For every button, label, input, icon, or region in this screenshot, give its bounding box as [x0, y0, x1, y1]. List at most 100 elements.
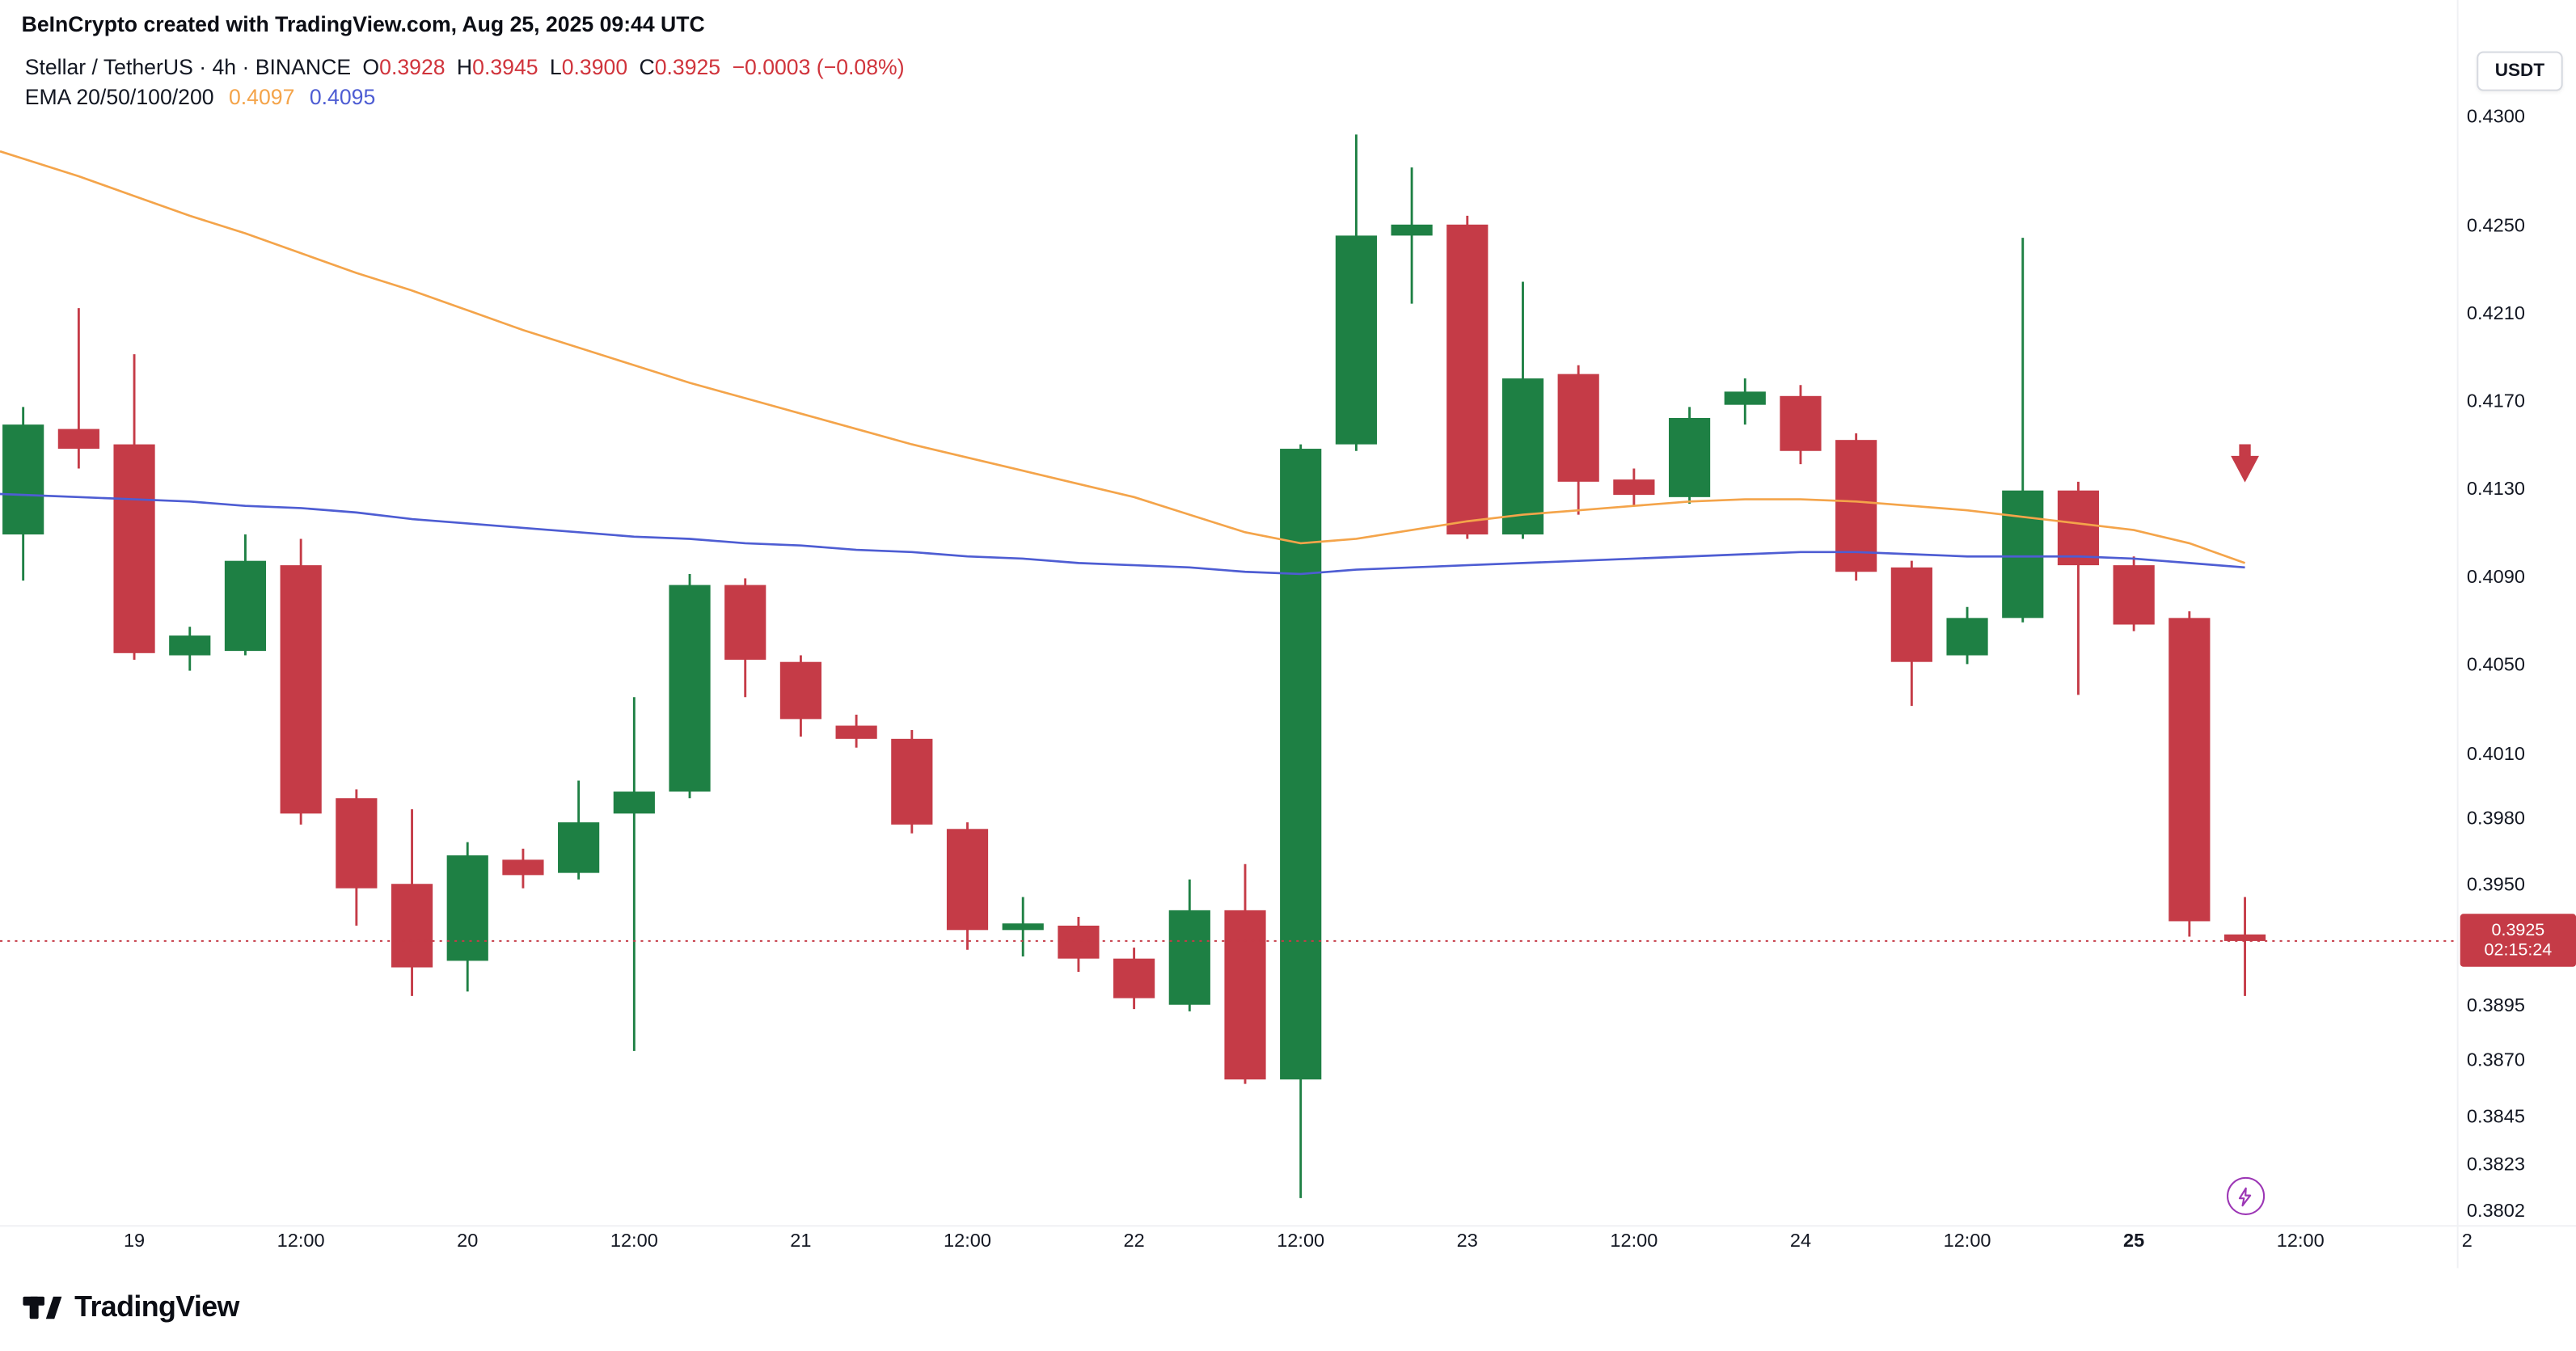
candle [1501, 281, 1544, 539]
candle [446, 842, 488, 992]
price-axis-label: 0.3870 [2466, 1052, 2525, 1072]
candle [2223, 897, 2266, 996]
candle [1280, 444, 1322, 1198]
candle [224, 534, 267, 656]
time-axis-label: 12:00 [2276, 1231, 2325, 1252]
candle [1724, 378, 1766, 425]
time-axis-label: 12:00 [610, 1231, 658, 1252]
candle [1391, 167, 1433, 304]
symbol-title[interactable]: Stellar / TetherUS · 4h · BINANCE [24, 54, 352, 80]
tradingview-mark-icon [23, 1296, 62, 1319]
indicator-name[interactable]: EMA 20/50/100/200 [24, 84, 214, 110]
currency-toggle-button[interactable]: USDT [2477, 51, 2563, 91]
candle [1168, 879, 1210, 1011]
time-axis[interactable]: 19 12:00 20 12:00 21 12:00 22 12:00 23 12:00 24 12:… [0, 1225, 2576, 1271]
time-axis-label: 2 [2461, 1231, 2473, 1252]
price-axis-label: 0.3823 [2466, 1155, 2525, 1176]
candle [1835, 433, 1877, 581]
close-value: 0.3925 [654, 54, 721, 80]
candle [2057, 481, 2100, 695]
candle [1113, 948, 1155, 1010]
current-price-value: 0.3925 [2491, 920, 2545, 940]
candle [1890, 560, 1932, 707]
candle [946, 822, 989, 950]
candle [1224, 863, 1266, 1084]
time-axis-separator [0, 1225, 2576, 1227]
tradingview-logo[interactable]: TradingView [22, 1286, 239, 1328]
time-axis-label: 12:00 [1610, 1231, 1658, 1252]
price-axis-label: 0.4090 [2466, 568, 2525, 589]
chart-legend: Stellar / TetherUS · 4h · BINANCE O0.3928… [25, 55, 905, 80]
indicator-legend: EMA 20/50/100/200 0.4097 0.4095 [25, 84, 376, 109]
candle [391, 808, 433, 996]
price-axis-label: 0.4010 [2466, 744, 2525, 765]
price-axis-label: 0.4300 [2466, 107, 2525, 127]
candle [1668, 407, 1711, 504]
candle [669, 573, 711, 799]
time-axis-label: 21 [790, 1231, 812, 1252]
tradingview-wordmark: TradingView [74, 1290, 239, 1324]
candle [1613, 468, 1655, 506]
time-axis-label: 19 [123, 1231, 146, 1252]
bar-countdown: 02:15:24 [2484, 940, 2553, 961]
price-axis-label: 0.3950 [2466, 876, 2525, 897]
time-axis-label: 22 [1123, 1231, 1145, 1252]
candle [57, 308, 99, 469]
lightning-bolt-icon [2238, 1186, 2252, 1206]
price-axis-separator [2456, 0, 2459, 1269]
candle [1335, 134, 1377, 451]
time-axis-label: 12:00 [1943, 1231, 1991, 1252]
high-label: H [456, 54, 473, 80]
candle [1058, 917, 1100, 972]
price-axis-label: 0.3980 [2466, 810, 2525, 830]
high-value: 0.3945 [472, 54, 538, 80]
attribution-text: BeInCrypto created with TradingView.com,… [21, 11, 705, 37]
price-axis-label: 0.4050 [2466, 656, 2525, 677]
time-axis-label: 23 [1456, 1231, 1478, 1252]
price-axis-label: 0.3845 [2466, 1107, 2525, 1127]
open-label: O [362, 54, 380, 80]
candle [891, 729, 933, 834]
price-axis-label: 0.4130 [2466, 480, 2525, 500]
price-axis-label: 0.4250 [2466, 217, 2525, 237]
candle [835, 714, 877, 748]
candle [558, 780, 600, 880]
price-axis[interactable]: 0.4300 0.4250 0.4210 0.4170 0.4130 0.4090 0.40… [2457, 0, 2576, 1225]
price-axis-label: 0.4170 [2466, 392, 2525, 413]
candle [2113, 556, 2155, 631]
ema-line-blue [0, 492, 2245, 576]
candle [613, 697, 655, 1051]
candle [779, 655, 822, 737]
down-arrow-marker [2231, 444, 2259, 483]
time-axis-label: 12:00 [277, 1231, 325, 1252]
low-label: L [549, 54, 562, 80]
open-value: 0.3928 [379, 54, 446, 80]
low-value: 0.3900 [561, 54, 628, 80]
candle [1446, 215, 1489, 539]
time-axis-label: 20 [457, 1231, 479, 1252]
current-price-tag: 0.3925 02:15:24 [2460, 914, 2576, 968]
candle [1946, 606, 1988, 665]
price-axis-label: 0.3802 [2466, 1201, 2525, 1222]
candle [169, 627, 211, 671]
price-axis-label: 0.3895 [2466, 997, 2525, 1017]
candle [724, 578, 766, 698]
time-axis-label: 25 [2123, 1231, 2145, 1252]
lightning-event-icon[interactable] [2225, 1176, 2265, 1215]
candle [1780, 385, 1822, 465]
close-label: C [639, 54, 655, 80]
ema-line-orange [0, 150, 2245, 564]
ema-value-blue: 0.4095 [309, 84, 376, 110]
time-axis-label: 24 [1789, 1231, 1812, 1252]
candle [1557, 365, 1599, 515]
candle [113, 354, 155, 660]
ema-value-orange: 0.4097 [228, 84, 295, 110]
time-axis-label: 12:00 [944, 1231, 991, 1252]
candle [1002, 897, 1044, 956]
candle [502, 848, 544, 889]
time-axis-label: 12:00 [1277, 1231, 1325, 1252]
candle [2002, 238, 2044, 623]
candle [2, 407, 44, 581]
